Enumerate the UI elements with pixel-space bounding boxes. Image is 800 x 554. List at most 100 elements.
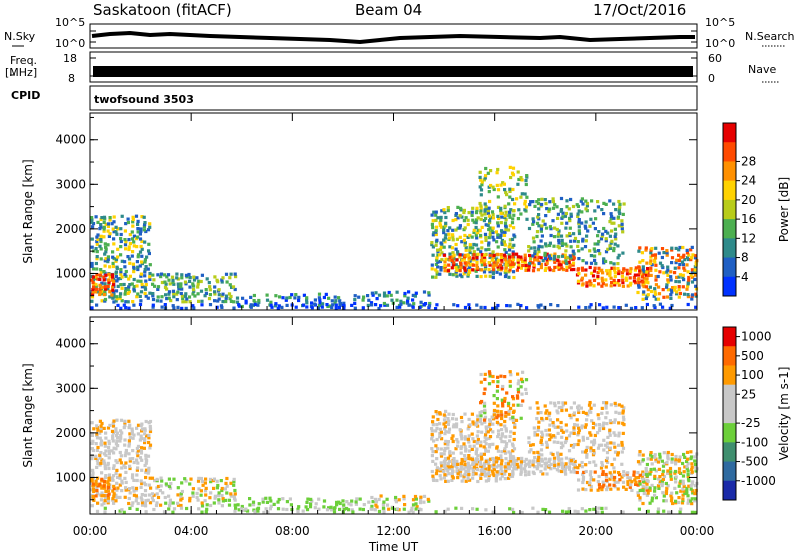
echo-patch-power — [147, 251, 151, 256]
echo-patch-velocity — [443, 456, 448, 461]
echo-patch-velocity — [556, 411, 560, 415]
echo-patch-power — [139, 244, 143, 249]
echo-patch-velocity — [516, 403, 520, 407]
echo-patch-velocity — [608, 433, 612, 437]
echo-patch-power — [249, 295, 253, 299]
echo-patch-power — [677, 253, 681, 257]
echo-patch-power — [99, 257, 103, 261]
nsky-tick-top: 10^5 — [55, 16, 86, 29]
echo-patch-power — [175, 272, 179, 276]
echo-patch-velocity — [451, 417, 455, 421]
echo-patch-velocity — [229, 492, 233, 496]
echo-patch-power — [657, 251, 661, 255]
echo-patch-power — [617, 207, 621, 211]
echo-patch-power — [451, 251, 455, 255]
echo-patch-velocity — [504, 461, 508, 465]
echo-patch-velocity — [120, 479, 124, 483]
echo-patch-velocity — [560, 461, 564, 465]
echo-patch-power — [377, 306, 381, 311]
echo-patch-velocity — [467, 434, 471, 438]
echo-patch-power — [508, 242, 512, 246]
echo-patch-velocity — [600, 406, 604, 410]
echo-patch-power — [535, 221, 540, 225]
echo-patch-velocity — [446, 462, 450, 466]
echo-patch-velocity — [143, 493, 147, 497]
echo-patch-velocity — [685, 466, 689, 471]
echo-patch-power — [576, 240, 580, 244]
echo-patch-velocity — [128, 491, 132, 495]
echo-patch-velocity — [487, 445, 492, 449]
echo-patch-velocity — [179, 494, 183, 498]
echo-patch-velocity — [661, 464, 666, 468]
echo-patch-power — [127, 238, 131, 242]
echo-patch-power — [114, 299, 118, 303]
echo-patch-power — [508, 268, 512, 272]
echo-patch-power — [600, 208, 604, 212]
echo-patch-velocity — [499, 457, 503, 461]
echo-patch-velocity — [645, 472, 649, 476]
echo-patch-velocity — [439, 447, 443, 451]
echo-patch-power — [472, 220, 476, 224]
echo-patch-velocity — [459, 415, 464, 420]
echo-patch-power — [479, 259, 484, 263]
echo-patch-velocity — [503, 375, 507, 379]
echo-patch-velocity — [443, 442, 447, 446]
echo-patch-power — [176, 305, 180, 309]
echo-patch-power — [500, 260, 504, 264]
echo-patch-velocity — [480, 472, 484, 476]
echo-patch-power — [444, 224, 448, 228]
echo-patch-power — [637, 283, 641, 287]
echo-patch-power — [115, 297, 119, 301]
echo-patch-power — [442, 208, 446, 212]
echo-patch-velocity — [509, 430, 513, 434]
echo-patch-power — [431, 226, 435, 230]
echo-patch-power — [511, 187, 515, 192]
echo-patch-velocity — [139, 479, 143, 483]
echo-patch-velocity — [693, 497, 697, 501]
echo-patch-power — [220, 278, 224, 282]
echo-patch-velocity — [605, 411, 609, 415]
echo-patch-velocity — [479, 464, 483, 468]
echo-patch-power — [488, 226, 492, 230]
echo-patch-power — [553, 260, 557, 264]
echo-patch-power — [544, 266, 548, 270]
echo-patch-power — [523, 256, 527, 260]
echo-patch-velocity — [597, 423, 602, 427]
echo-patch-velocity — [621, 411, 625, 415]
echo-patch-velocity — [527, 472, 531, 476]
echo-patch-velocity — [382, 500, 386, 504]
echo-patch-power — [479, 209, 483, 213]
echo-patch-power — [111, 288, 115, 292]
echo-patch-velocity — [212, 486, 216, 490]
colorbar-segment-velocity — [723, 480, 736, 501]
echo-patch-velocity — [683, 465, 687, 469]
echo-patch-velocity — [565, 436, 569, 440]
echo-patch-velocity — [145, 459, 149, 463]
echo-patch-velocity — [520, 456, 524, 460]
echo-patch-velocity — [571, 445, 575, 449]
echo-patch-power — [128, 274, 132, 278]
echo-patch-velocity — [439, 461, 443, 465]
echo-patch-velocity — [342, 503, 346, 507]
echo-patch-power — [683, 258, 687, 262]
echo-patch-power — [608, 271, 612, 275]
echo-patch-power — [170, 275, 175, 279]
echo-patch-velocity — [483, 461, 487, 466]
echo-patch-velocity — [612, 483, 616, 487]
echo-patch-velocity — [532, 426, 536, 430]
echo-patch-power — [679, 256, 683, 260]
echo-patch-power — [443, 211, 447, 215]
echo-patch-power — [661, 288, 665, 292]
echo-patch-velocity — [644, 469, 649, 474]
echo-patch-power — [653, 305, 657, 309]
echo-patch-velocity — [119, 436, 123, 440]
echo-patch-velocity — [99, 451, 103, 455]
echo-patch-velocity — [552, 424, 556, 428]
echo-patch-velocity — [153, 479, 157, 483]
echo-patch-power — [452, 253, 456, 257]
echo-patch-power — [497, 216, 501, 221]
echo-patch-power — [665, 285, 669, 289]
echo-patch-power — [557, 255, 561, 259]
echo-patch-velocity — [484, 437, 488, 441]
echo-patch-velocity — [653, 474, 657, 478]
